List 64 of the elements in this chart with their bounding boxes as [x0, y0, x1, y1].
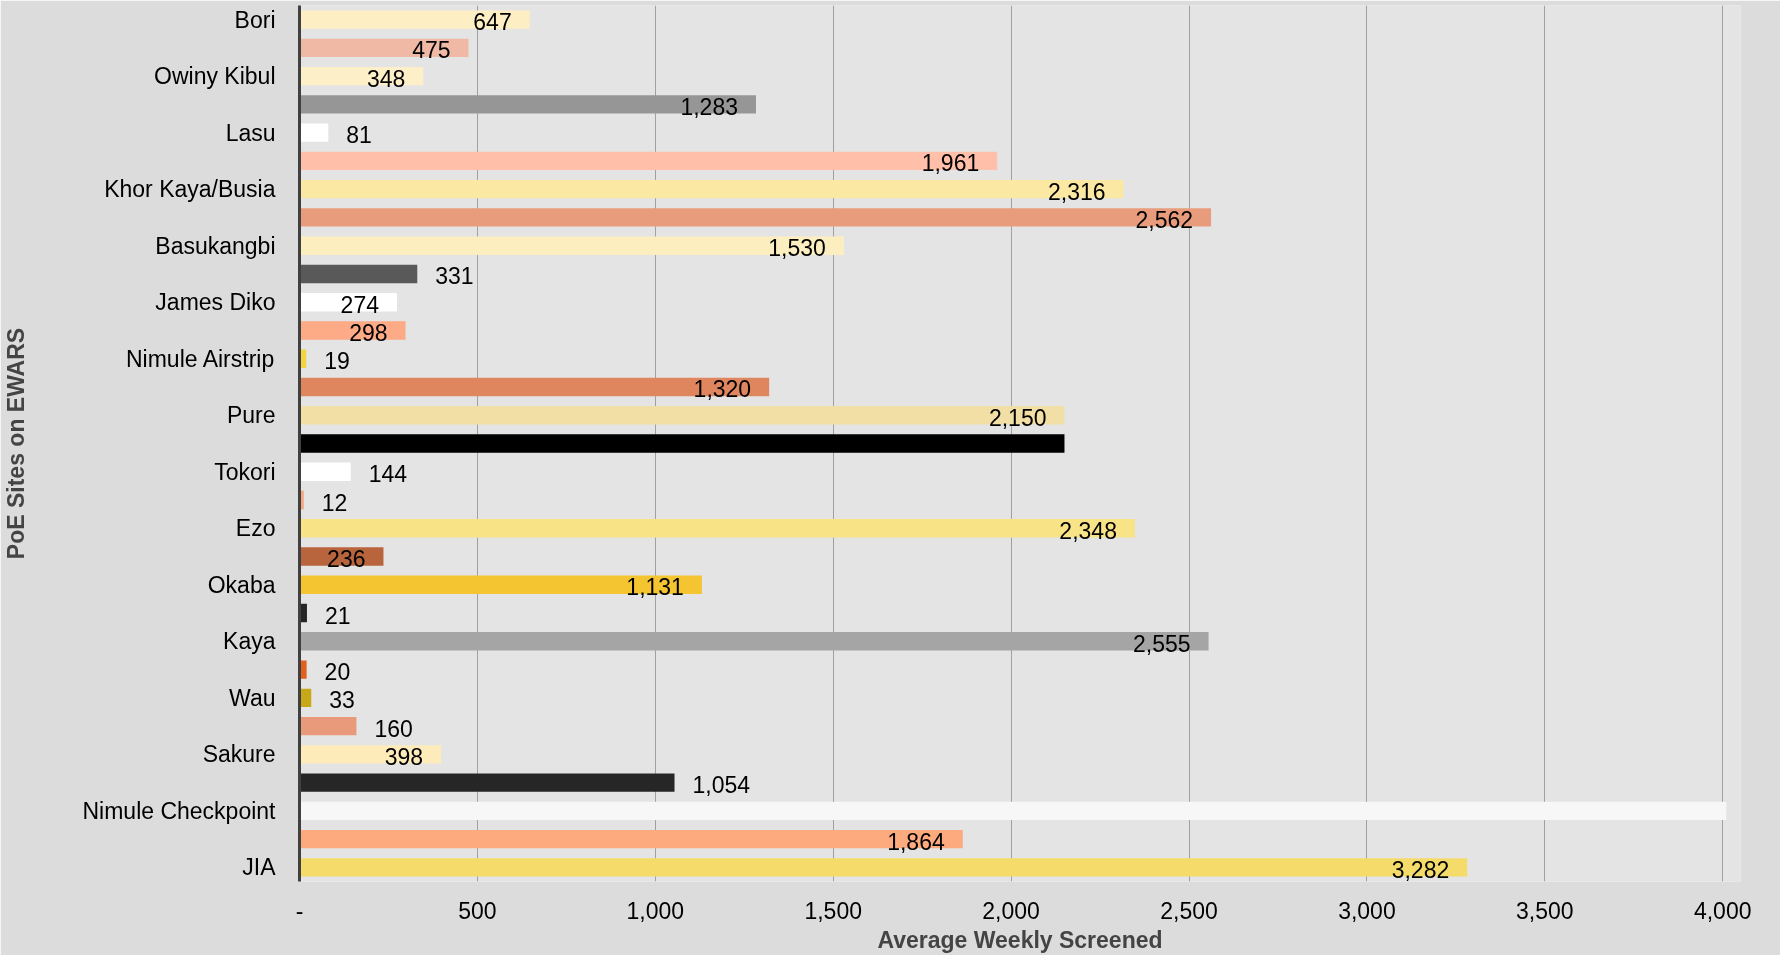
data-label: 236 — [327, 546, 366, 573]
data-label: 2,555 — [1133, 630, 1191, 657]
bar — [299, 123, 329, 142]
x-tick-label: 4,000 — [1693, 897, 1752, 924]
x-tick-label: 3,500 — [1516, 897, 1574, 924]
y-tick-label: Nimule Airstrip — [125, 345, 275, 372]
y-tick-label: Sakure — [202, 741, 276, 768]
y-tick-label: Bori — [234, 6, 276, 33]
data-label: 1,054 — [692, 772, 751, 799]
y-tick-label: Owiny Kibul — [154, 63, 276, 90]
data-label: 2,562 — [1135, 206, 1194, 233]
data-label: 2,316 — [1047, 178, 1106, 205]
data-label: 3,282 — [1391, 856, 1450, 883]
data-label: 21 — [324, 602, 351, 629]
data-label: 331 — [435, 263, 474, 290]
bar — [299, 801, 1727, 821]
bar — [299, 462, 351, 481]
data-label: 144 — [368, 461, 408, 488]
data-label: 20 — [324, 659, 351, 686]
y-tick-label: Khor Kaya/Busia — [104, 176, 276, 203]
data-label: 1,864 — [887, 828, 945, 855]
data-label: 1,530 — [768, 235, 826, 262]
x-tick-label: 2,500 — [1160, 897, 1218, 924]
data-label: 1,961 — [921, 150, 980, 177]
y-tick-label: JIA — [242, 854, 277, 881]
x-tick-label: 3,000 — [1338, 897, 1396, 924]
data-label: 33 — [329, 687, 355, 714]
data-label: 647 — [473, 9, 512, 36]
x-tick-label: 1,000 — [626, 897, 685, 924]
y-tick-label: James Diko — [155, 289, 276, 316]
y-tick-label: Lasu — [225, 119, 276, 146]
data-label: 348 — [366, 65, 406, 92]
bar — [299, 264, 418, 284]
y-tick-label: Ezo — [235, 515, 276, 542]
data-label: 475 — [412, 37, 451, 64]
data-label: 81 — [346, 122, 372, 149]
y-axis-title: PoE Sites on EWARS — [3, 327, 30, 560]
data-label: 1,320 — [693, 376, 752, 403]
y-tick-label: Tokori — [214, 458, 276, 485]
bar — [299, 10, 530, 29]
data-label: 1,131 — [626, 574, 684, 601]
data-label: 1,283 — [680, 93, 738, 120]
y-tick-label: Basukangbi — [155, 232, 276, 259]
x-tick-label: - — [295, 897, 304, 924]
y-tick-label: Wau — [229, 684, 276, 711]
data-label: 274 — [340, 291, 380, 318]
data-label: 298 — [349, 319, 388, 346]
x-tick-label: 500 — [458, 897, 497, 924]
data-label: 398 — [384, 743, 424, 770]
data-label: 160 — [374, 715, 413, 742]
data-label: 2,348 — [1059, 517, 1117, 544]
y-tick-label: Pure — [226, 402, 276, 429]
x-tick-label: 1,500 — [804, 897, 862, 924]
y-tick-label: Okaba — [207, 571, 276, 598]
data-label: 2,150 — [988, 404, 1047, 431]
y-tick-label: Kaya — [223, 628, 276, 655]
x-axis-title: Average Weekly Screened — [877, 926, 1163, 953]
bar — [299, 716, 357, 736]
data-label: 19 — [324, 348, 350, 375]
bar — [299, 434, 1065, 453]
bar — [299, 773, 675, 792]
x-tick-label: 2,000 — [982, 897, 1040, 924]
data-label: 12 — [321, 489, 348, 516]
y-tick-label: Nimule Checkpoint — [82, 797, 277, 824]
